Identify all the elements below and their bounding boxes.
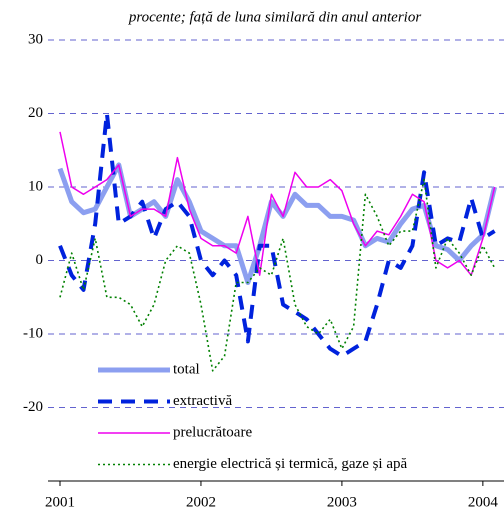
y-tick-label: 10 [28, 178, 43, 194]
series-line [58, 111, 496, 359]
legend-label: energie electrică și termică, gaze și ap… [173, 456, 408, 472]
x-tick-label: 2001 [45, 494, 75, 510]
series-line [59, 131, 496, 276]
legend-label: total [173, 361, 200, 377]
y-tick-label: -10 [23, 325, 43, 341]
y-tick-label: -20 [23, 399, 43, 415]
y-tick-label: 30 [28, 31, 43, 47]
y-tick-label: 20 [28, 105, 43, 121]
x-tick-label: 2004 [468, 494, 499, 510]
x-tick-label: 2002 [186, 494, 216, 510]
x-tick-label: 2003 [327, 494, 357, 510]
chart-subtitle: procente; față de luna similară din anul… [128, 9, 422, 25]
legend-label: prelucrătoare [173, 424, 252, 440]
legend-label: extractivă [173, 393, 232, 409]
y-tick-label: 0 [36, 252, 44, 268]
